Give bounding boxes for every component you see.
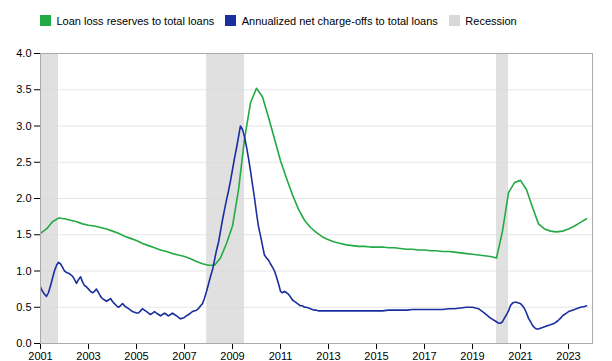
svg-text:2023: 2023 <box>556 350 580 361</box>
svg-text:2003: 2003 <box>76 350 100 361</box>
svg-text:2015: 2015 <box>364 350 388 361</box>
svg-text:2011: 2011 <box>269 350 293 361</box>
svg-text:0.0: 0.0 <box>16 337 31 349</box>
svg-text:2.0: 2.0 <box>16 192 31 204</box>
svg-text:2017: 2017 <box>412 350 436 361</box>
svg-text:2019: 2019 <box>460 350 484 361</box>
svg-text:2.5: 2.5 <box>16 155 31 167</box>
svg-text:1.0: 1.0 <box>16 264 31 276</box>
svg-text:2013: 2013 <box>316 350 340 361</box>
html-text:Recession: Recession <box>465 14 517 27</box>
svg-text:2005: 2005 <box>124 350 148 361</box>
svg-text:3.5: 3.5 <box>16 83 31 95</box>
svg-text:3.0: 3.0 <box>16 119 31 131</box>
html-text:Annualized net charge-offs to: Annualized net charge-offs to total loan… <box>241 14 438 27</box>
html-text:Loan loss reserves to total lo: Loan loss reserves to total loans <box>56 14 215 27</box>
svg-text:2007: 2007 <box>172 350 196 361</box>
svg-text:4.0: 4.0 <box>16 47 31 59</box>
svg-text:2009: 2009 <box>220 350 244 361</box>
svg-text:2001: 2001 <box>28 350 52 361</box>
svg-text:2021: 2021 <box>508 350 532 361</box>
svg-text:0.5: 0.5 <box>16 300 31 312</box>
svg-text:1.5: 1.5 <box>16 228 31 240</box>
